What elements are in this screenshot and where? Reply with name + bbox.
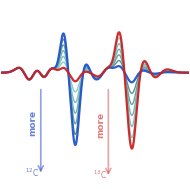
Text: more: more	[96, 112, 105, 138]
Text: more: more	[28, 110, 37, 136]
Text: $^{12}$C: $^{12}$C	[25, 167, 39, 179]
Text: $^{13}$C: $^{13}$C	[93, 169, 107, 181]
